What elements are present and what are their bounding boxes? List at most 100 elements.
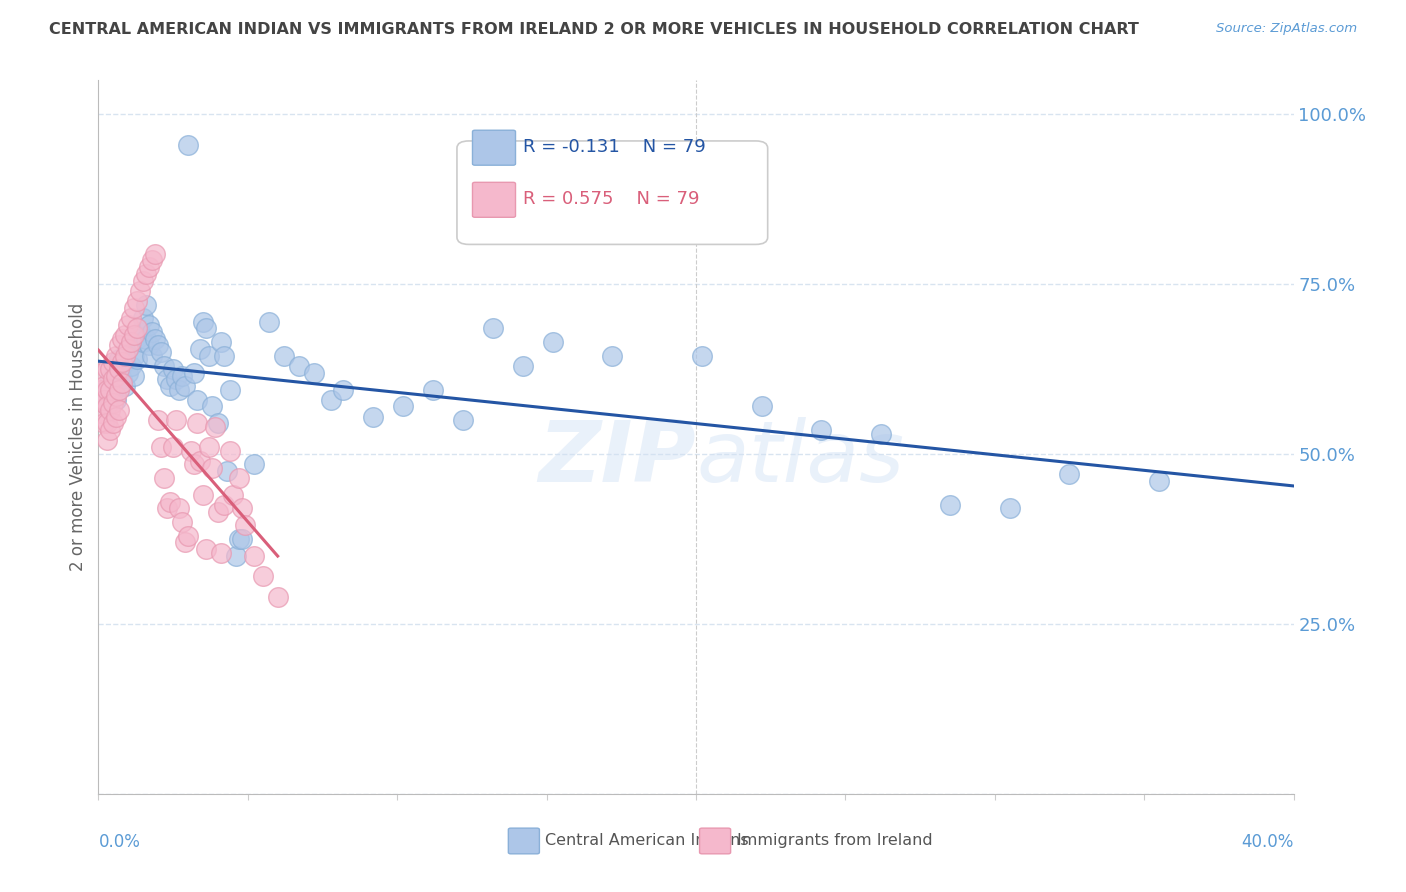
Point <box>998 501 1021 516</box>
Point <box>201 460 224 475</box>
Point <box>198 349 221 363</box>
Point <box>156 372 179 386</box>
Point <box>150 345 173 359</box>
Point <box>204 420 226 434</box>
Point <box>129 325 152 339</box>
FancyBboxPatch shape <box>509 828 540 854</box>
Point <box>183 457 205 471</box>
Point <box>321 392 343 407</box>
Point <box>124 328 146 343</box>
Text: Central American Indians: Central American Indians <box>546 833 749 848</box>
Point <box>233 518 256 533</box>
Point <box>98 372 122 386</box>
Point <box>225 549 247 563</box>
Text: ZIP: ZIP <box>538 417 696 500</box>
Point <box>103 372 125 386</box>
Point <box>186 417 208 431</box>
Point <box>186 392 208 407</box>
Point <box>165 372 187 386</box>
Point <box>96 400 118 414</box>
Point <box>188 342 211 356</box>
Point <box>96 362 118 376</box>
Point <box>228 471 250 485</box>
Point <box>215 464 238 478</box>
Point <box>209 334 232 349</box>
Point <box>167 501 190 516</box>
Point <box>939 498 962 512</box>
Point <box>127 321 149 335</box>
FancyBboxPatch shape <box>472 182 516 218</box>
Point <box>751 400 773 414</box>
Point <box>96 417 118 431</box>
Point <box>105 392 128 407</box>
Point <box>219 383 242 397</box>
Point <box>512 359 534 373</box>
Point <box>93 396 115 410</box>
Point <box>198 440 221 454</box>
Point <box>135 332 157 346</box>
Point <box>209 546 232 560</box>
Point <box>422 383 444 397</box>
Point <box>117 366 139 380</box>
Point <box>93 379 115 393</box>
Point <box>114 349 136 363</box>
Point <box>124 349 146 363</box>
Point <box>141 349 163 363</box>
Point <box>810 423 832 437</box>
Text: 40.0%: 40.0% <box>1241 833 1294 851</box>
Point <box>177 137 200 152</box>
Point <box>143 332 166 346</box>
Y-axis label: 2 or more Vehicles in Household: 2 or more Vehicles in Household <box>69 303 87 571</box>
Text: R = 0.575    N = 79: R = 0.575 N = 79 <box>523 191 699 209</box>
Point <box>332 383 354 397</box>
Point <box>96 434 118 448</box>
Point <box>143 246 166 260</box>
Point <box>93 392 115 407</box>
Point <box>243 549 266 563</box>
Point <box>98 362 122 376</box>
Point <box>267 590 290 604</box>
Point <box>156 501 179 516</box>
Point <box>231 532 253 546</box>
Point <box>177 528 200 542</box>
Text: 0.0%: 0.0% <box>98 833 141 851</box>
Point <box>108 351 131 366</box>
Point <box>273 349 295 363</box>
Point <box>90 383 112 397</box>
Point <box>114 328 136 343</box>
Point <box>174 535 197 549</box>
Point <box>117 342 139 356</box>
Text: Immigrants from Ireland: Immigrants from Ireland <box>737 833 932 848</box>
Point <box>98 383 122 397</box>
Point <box>153 359 176 373</box>
Point <box>174 379 197 393</box>
Point <box>135 297 157 311</box>
Point <box>195 321 218 335</box>
Point <box>105 349 128 363</box>
Point <box>870 426 893 441</box>
Point <box>159 379 181 393</box>
Point <box>165 413 187 427</box>
Point <box>120 338 142 352</box>
Point <box>252 569 274 583</box>
Point <box>105 368 128 383</box>
Point <box>114 355 136 369</box>
Point <box>162 440 184 454</box>
Point <box>132 274 155 288</box>
Point <box>150 440 173 454</box>
Point <box>228 532 250 546</box>
Point <box>132 334 155 349</box>
Point <box>108 338 131 352</box>
Point <box>96 383 118 397</box>
Point <box>231 501 253 516</box>
Point <box>129 284 152 298</box>
Point <box>124 301 146 315</box>
Point <box>108 383 131 397</box>
Point <box>172 368 194 383</box>
Point <box>108 366 131 380</box>
Point <box>138 318 160 332</box>
Point <box>167 383 190 397</box>
Point <box>257 314 280 328</box>
Point <box>148 413 170 427</box>
Point <box>690 349 713 363</box>
